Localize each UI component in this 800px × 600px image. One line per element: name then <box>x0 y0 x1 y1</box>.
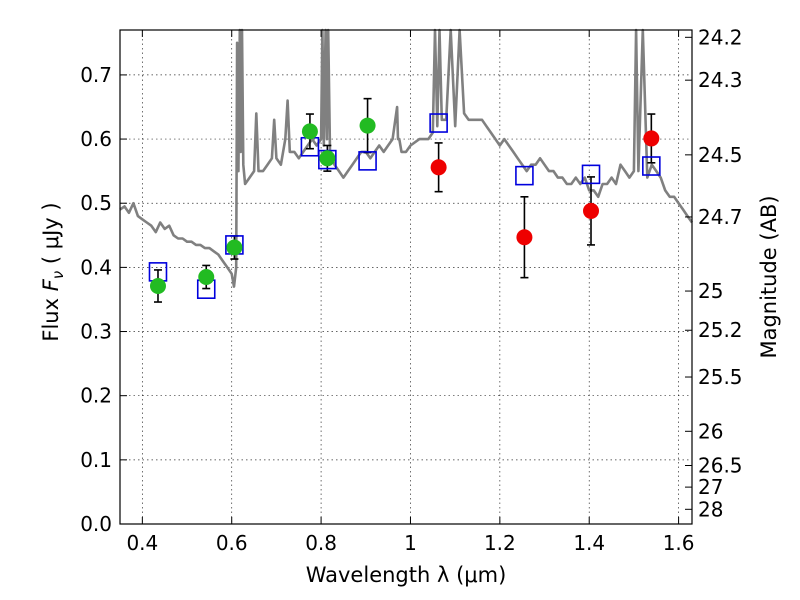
mag-tick-label: 25.2 <box>698 318 743 342</box>
optical-observed-point <box>301 123 318 140</box>
model-photometry-square <box>581 164 601 185</box>
mag-tick-label: 25.5 <box>698 365 743 389</box>
model-photometry-square <box>642 156 661 176</box>
y-axis-label: Flux Fν ( μJy ) <box>39 202 67 341</box>
plot-frame <box>119 29 693 525</box>
optical-observed-point <box>198 269 215 285</box>
mag-tick-label: 27 <box>698 475 723 499</box>
y-tick-label: 0.6 <box>80 127 112 151</box>
y-tick-label: 0.0 <box>80 512 112 536</box>
y-tick-label: 0.1 <box>80 448 112 472</box>
marker-layer <box>148 113 661 299</box>
mag-tick-label: 28 <box>698 497 723 521</box>
x-tick-label: 1.4 <box>573 531 605 555</box>
x-tick-label: 1.2 <box>484 531 516 555</box>
x-axis-label: Wavelength λ (μm) <box>306 563 507 587</box>
optical-observed-point <box>226 239 243 256</box>
mag-tick-label: 24.3 <box>698 68 743 92</box>
model-photometry-square <box>515 165 534 186</box>
nir-observed-point <box>643 130 660 147</box>
tick-layer: 0.4 0.6 0.8 1 1.2 1.4 1.6 0.0 0.1 0.2 0.3 0.4 0.5 0.6… <box>80 25 742 555</box>
nir-observed-point <box>516 229 533 246</box>
mag-tick-label: 25 <box>698 279 723 303</box>
mag-tick-label: 26.5 <box>698 453 743 477</box>
model-photometry-square <box>358 151 377 171</box>
optical-observed-point <box>149 277 166 294</box>
mag-tick-label: 24.2 <box>698 25 743 49</box>
mag-tick-label: 24.5 <box>698 143 743 167</box>
optical-observed-point <box>319 150 336 167</box>
y-tick-label: 0.5 <box>80 191 112 215</box>
nir-observed-point <box>583 202 600 219</box>
mag-tick-label: 24.7 <box>698 205 743 229</box>
y-tick-label: 0.4 <box>80 255 112 279</box>
y-tick-label: 0.7 <box>80 63 112 87</box>
optical-observed-point <box>359 117 376 134</box>
mag-tick-label: 26 <box>698 419 723 443</box>
x-tick-label: 0.4 <box>126 531 158 555</box>
y-tick-label: 0.2 <box>80 384 112 408</box>
x-tick-label: 0.6 <box>216 531 248 555</box>
x-tick-label: 1 <box>404 531 417 555</box>
model-photometry-square <box>429 113 448 133</box>
model-spectrum-line <box>119 28 694 288</box>
nir-observed-point <box>430 159 447 176</box>
x-tick-label: 0.8 <box>305 531 337 555</box>
x-tick-label: 1.6 <box>663 531 695 555</box>
y-tick-label: 0.3 <box>80 320 112 344</box>
y2-axis-label: Magnitude (AB) <box>757 195 781 358</box>
spectrum-layer <box>119 28 694 288</box>
